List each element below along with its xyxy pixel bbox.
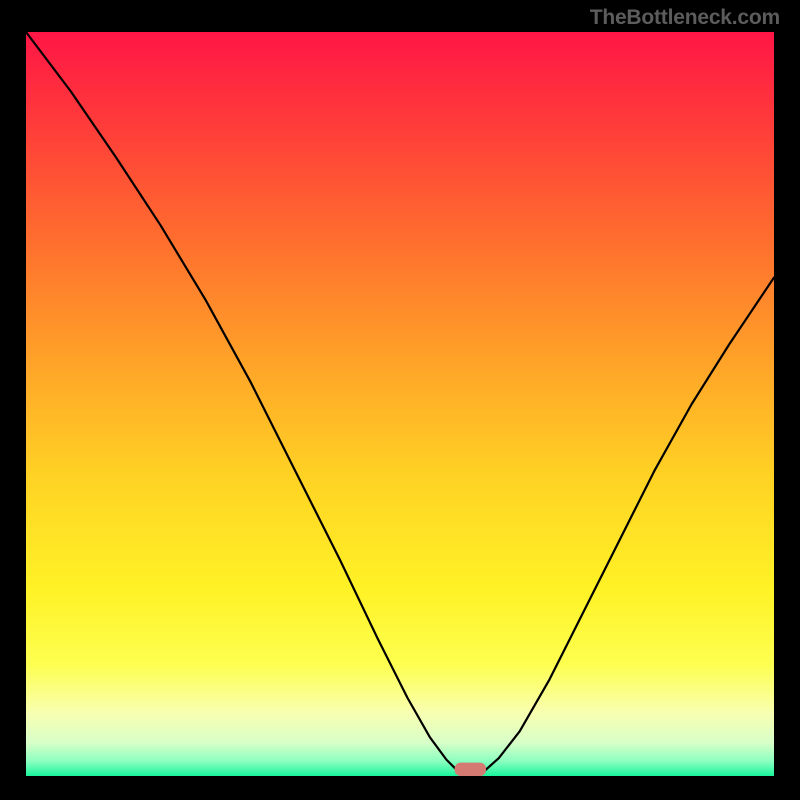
optimal-marker	[455, 763, 486, 776]
chart-container: TheBottleneck.com	[0, 0, 800, 800]
bottleneck-chart	[0, 0, 800, 800]
plot-background	[26, 32, 774, 776]
watermark-label: TheBottleneck.com	[590, 6, 780, 30]
